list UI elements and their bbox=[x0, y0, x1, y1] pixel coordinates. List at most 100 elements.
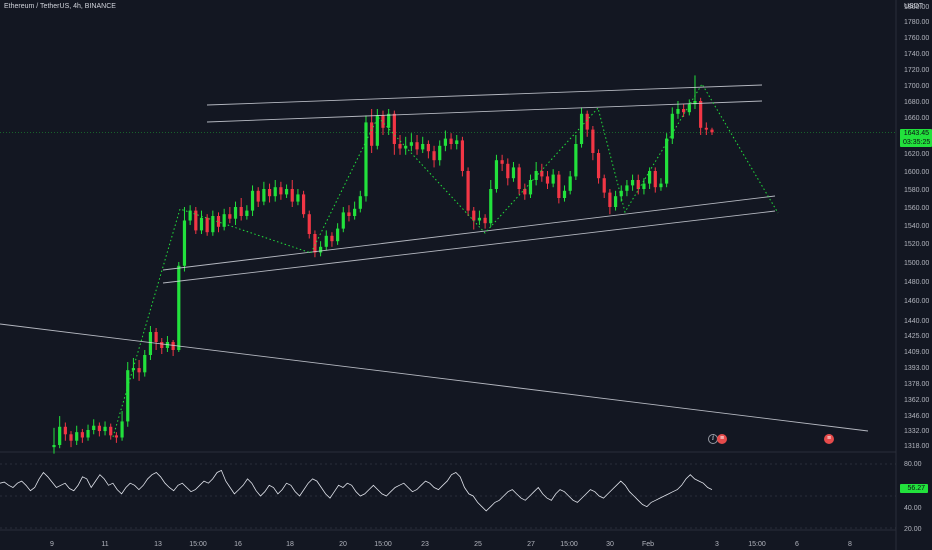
trend-line bbox=[0, 323, 869, 432]
time-tick-label: 16 bbox=[234, 541, 242, 548]
candle-body bbox=[290, 189, 294, 202]
candle-body bbox=[114, 435, 118, 438]
candle-body bbox=[120, 421, 124, 438]
candle-body bbox=[228, 214, 232, 219]
price-tick-label: 1540.00 bbox=[904, 223, 929, 230]
currency-label: USDT bbox=[904, 3, 924, 10]
candle-body bbox=[534, 171, 538, 180]
candle-body bbox=[330, 235, 334, 242]
candle-body bbox=[625, 185, 629, 191]
candle-body bbox=[545, 176, 550, 184]
candle-body bbox=[477, 217, 482, 221]
candle-body bbox=[613, 196, 618, 207]
rsi-tick-label: 80.00 bbox=[904, 461, 922, 468]
candle-body bbox=[500, 160, 504, 164]
candle-body bbox=[194, 210, 198, 231]
candle-body bbox=[313, 234, 317, 253]
candle-body bbox=[199, 217, 204, 231]
candle-body bbox=[642, 183, 646, 189]
rsi-tick-label: 40.00 bbox=[904, 505, 922, 512]
price-tick-label: 1680.00 bbox=[904, 99, 929, 106]
rsi-tick-label: 20.00 bbox=[904, 526, 922, 533]
candle-body bbox=[211, 216, 215, 233]
candle-body bbox=[250, 190, 255, 211]
flag-calendar-icon[interactable]: ≡ bbox=[717, 434, 727, 444]
candle-body bbox=[233, 207, 238, 219]
time-tick-label: 18 bbox=[286, 541, 294, 548]
candle-body bbox=[602, 178, 606, 193]
candle-body bbox=[375, 115, 379, 146]
price-tick-label: 1409.00 bbox=[904, 349, 929, 356]
candle-body bbox=[562, 190, 567, 198]
price-tick-label: 1720.00 bbox=[904, 67, 929, 74]
price-tick-label: 1346.00 bbox=[904, 413, 929, 420]
candle-body bbox=[160, 342, 164, 348]
candle-body bbox=[392, 113, 396, 144]
candle-body bbox=[347, 212, 351, 216]
candle-body bbox=[687, 104, 691, 113]
price-tick-label: 1760.00 bbox=[904, 35, 929, 42]
candle-body bbox=[273, 187, 277, 197]
time-tick-label: 8 bbox=[848, 541, 852, 548]
time-tick-label: 23 bbox=[421, 541, 429, 548]
candle-body bbox=[648, 171, 652, 184]
candle-body bbox=[460, 140, 465, 171]
time-tick-label: 3 bbox=[715, 541, 719, 548]
price-tick-label: 1460.00 bbox=[904, 298, 929, 305]
candle-body bbox=[358, 196, 362, 209]
price-tick-label: 1780.00 bbox=[904, 19, 929, 26]
price-tick-label: 1318.00 bbox=[904, 443, 929, 450]
candle-body bbox=[608, 192, 612, 207]
candle-body bbox=[154, 332, 158, 342]
candle-body bbox=[364, 122, 368, 197]
price-tick-label: 1425.00 bbox=[904, 333, 929, 340]
symbol-title: Ethereum / TetherUS, 4h, BINANCE bbox=[4, 3, 116, 10]
candle-body bbox=[86, 430, 90, 438]
bar-countdown: 03:35:25 bbox=[903, 139, 931, 146]
time-tick-label: 15:00 bbox=[560, 541, 578, 548]
candle-body bbox=[267, 189, 272, 197]
candle-body bbox=[449, 138, 453, 144]
candle-body bbox=[341, 212, 345, 229]
candle-body bbox=[494, 160, 499, 189]
candle-body bbox=[585, 113, 589, 130]
candle-body bbox=[421, 144, 425, 150]
price-tick-label: 1800.00 bbox=[904, 4, 929, 11]
trend-line bbox=[206, 100, 763, 123]
price-tick-label: 1362.00 bbox=[904, 397, 929, 404]
price-tick-label: 1740.00 bbox=[904, 51, 929, 58]
candle-body bbox=[109, 426, 113, 436]
candle-body bbox=[670, 113, 674, 139]
price-tick-label: 1393.00 bbox=[904, 365, 929, 372]
price-tick-label: 1580.00 bbox=[904, 187, 929, 194]
candle-body bbox=[506, 163, 510, 179]
candle-body bbox=[222, 214, 226, 227]
candle-body bbox=[409, 142, 413, 146]
candle-body bbox=[619, 190, 623, 197]
candle-body bbox=[710, 129, 714, 133]
price-tick-label: 1660.00 bbox=[904, 115, 929, 122]
candle-body bbox=[699, 101, 703, 128]
candle-body bbox=[387, 113, 391, 128]
candle-body bbox=[693, 101, 697, 105]
candle-body bbox=[126, 370, 130, 422]
candle-body bbox=[443, 138, 447, 146]
trend-line bbox=[162, 210, 776, 284]
price-tick-label: 1480.00 bbox=[904, 279, 929, 286]
candle-body bbox=[205, 217, 209, 233]
candle-body bbox=[472, 210, 476, 221]
candle-body bbox=[426, 144, 430, 152]
time-tick-label: 13 bbox=[154, 541, 162, 548]
candle-body bbox=[301, 194, 306, 215]
candle-body bbox=[574, 144, 578, 177]
candle-body bbox=[579, 113, 584, 144]
candle-body bbox=[336, 228, 340, 242]
price-tick-label: 1560.00 bbox=[904, 205, 929, 212]
candle-body bbox=[324, 235, 328, 247]
candle-body bbox=[262, 189, 266, 202]
flag-calendar-icon[interactable]: ≡ bbox=[824, 434, 834, 444]
candle-body bbox=[630, 180, 635, 186]
candle-body bbox=[466, 171, 470, 211]
candle-body bbox=[636, 180, 640, 189]
